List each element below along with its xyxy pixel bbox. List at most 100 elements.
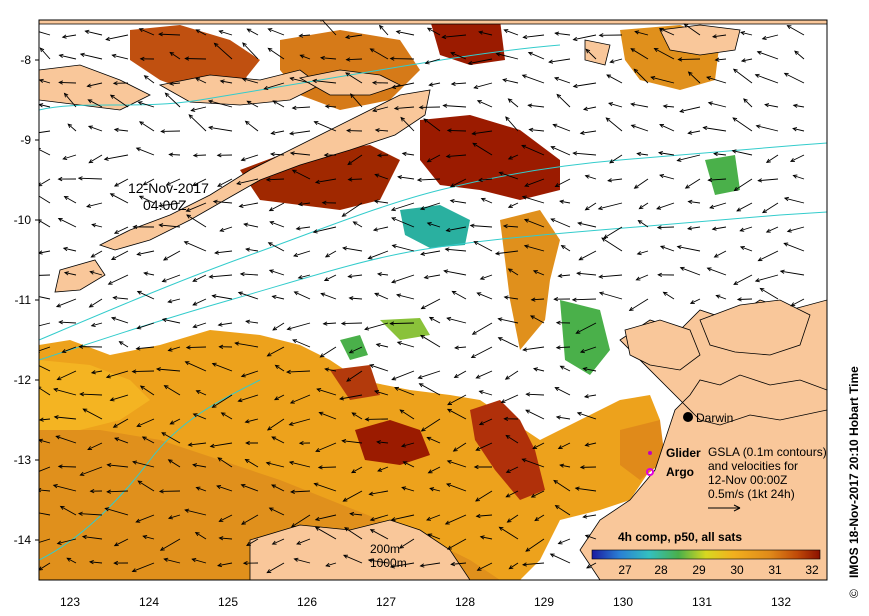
velocity-arrow-head [218,30,224,35]
velocity-arrow [508,98,519,108]
velocity-arrow [420,335,441,348]
velocity-arrow-head [469,223,475,228]
velocity-arrow [53,484,77,492]
velocity-arrow-head [266,569,272,574]
velocity-arrow-head [323,152,329,158]
velocity-arrow [631,124,649,132]
velocity-arrow [630,48,649,60]
velocity-arrow-head [90,322,96,327]
velocity-arrow-head [318,411,324,416]
velocity-arrow [191,106,207,112]
velocity-arrow-head [142,534,148,540]
velocity-arrow [144,272,155,276]
velocity-arrow-head [659,124,665,128]
velocity-arrow [402,152,415,156]
velocity-arrow-head [399,409,405,414]
velocity-arrow [159,224,181,228]
velocity-arrow-head [364,326,370,331]
velocity-arrow [192,558,207,564]
velocity-arrow [208,100,233,108]
velocity-arrow [315,178,337,183]
velocity-arrow-head [107,280,113,285]
velocity-arrow [427,27,441,36]
velocity-arrow-head [391,279,397,284]
velocity-arrow [40,47,51,60]
velocity-arrow-head [312,78,318,84]
velocity-arrow [426,514,441,521]
velocity-arrow-head [58,320,64,325]
velocity-arrow-head [783,196,789,202]
velocity-arrow-head [687,226,692,231]
velocity-arrow-head [374,292,380,297]
velocity-arrow [394,387,415,396]
velocity-arrow-head [572,151,578,156]
velocity-arrow-head [598,291,604,296]
velocity-arrow-head [560,244,566,250]
velocity-arrow [398,176,415,180]
velocity-arrow-head [740,31,746,36]
velocity-arrow [136,147,155,156]
velocity-arrow [444,270,467,276]
velocity-arrow-head [394,386,400,391]
velocity-arrow [394,106,415,109]
x-label-132: 132 [771,595,791,609]
velocity-arrow [376,343,389,348]
velocity-arrow-head [630,124,636,129]
velocity-arrow [210,442,233,447]
velocity-arrow [390,562,415,568]
velocity-arrow-head [192,182,197,187]
velocity-arrow [508,154,519,160]
velocity-arrow-head [582,106,588,111]
velocity-arrow [298,202,311,206]
velocity-arrow [606,74,623,84]
velocity-arrow-head [369,517,375,522]
velocity-arrow-head [113,560,119,566]
velocity-arrow-head [39,47,45,53]
velocity-arrow [533,270,545,276]
velocity-arrow [166,178,181,186]
velocity-arrow-head [418,383,424,388]
velocity-arrow-head [195,390,201,395]
velocity-arrow [533,368,545,372]
velocity-arrow [481,198,493,204]
velocity-arrow-head [401,151,407,156]
velocity-arrow-head [135,346,141,351]
velocity-arrow [300,54,311,60]
velocity-arrow [585,442,597,446]
x-label-128: 128 [455,595,475,609]
velocity-arrow-head [268,269,274,274]
velocity-arrow [447,317,467,324]
velocity-arrow [138,101,155,108]
velocity-arrow-head [218,517,224,522]
velocity-arrow [342,440,363,444]
velocity-arrow [657,226,675,229]
velocity-arrow-head [389,56,395,61]
velocity-arrow-head [217,457,223,462]
velocity-arrow-head [450,52,456,56]
velocity-arrow-head [553,297,559,302]
velocity-arrow-head [267,242,273,247]
velocity-arrow-head [341,212,347,217]
velocity-arrow-head [288,421,294,426]
velocity-arrow-head [480,197,486,202]
contour-200-label: 200m [370,542,400,556]
velocity-arrow-head [390,207,396,212]
velocity-arrow-head [274,364,280,370]
velocity-arrow-head [55,303,61,308]
y-label-13: -13 [14,453,32,467]
velocity-arrow-head [293,557,299,562]
velocity-arrow [111,250,129,260]
velocity-arrow [343,247,363,252]
velocity-arrow-head [207,99,213,104]
velocity-arrow-head [158,32,163,37]
velocity-arrow [318,466,337,468]
velocity-arrow [420,202,441,210]
velocity-arrow [212,394,233,408]
velocity-arrow [294,558,311,564]
velocity-arrow-head [369,364,375,369]
velocity-arrow-head [103,156,109,161]
velocity-arrow-head [475,513,481,519]
velocity-arrow-head [39,386,42,391]
velocity-arrow [455,346,467,349]
velocity-arrow-head [426,516,432,521]
